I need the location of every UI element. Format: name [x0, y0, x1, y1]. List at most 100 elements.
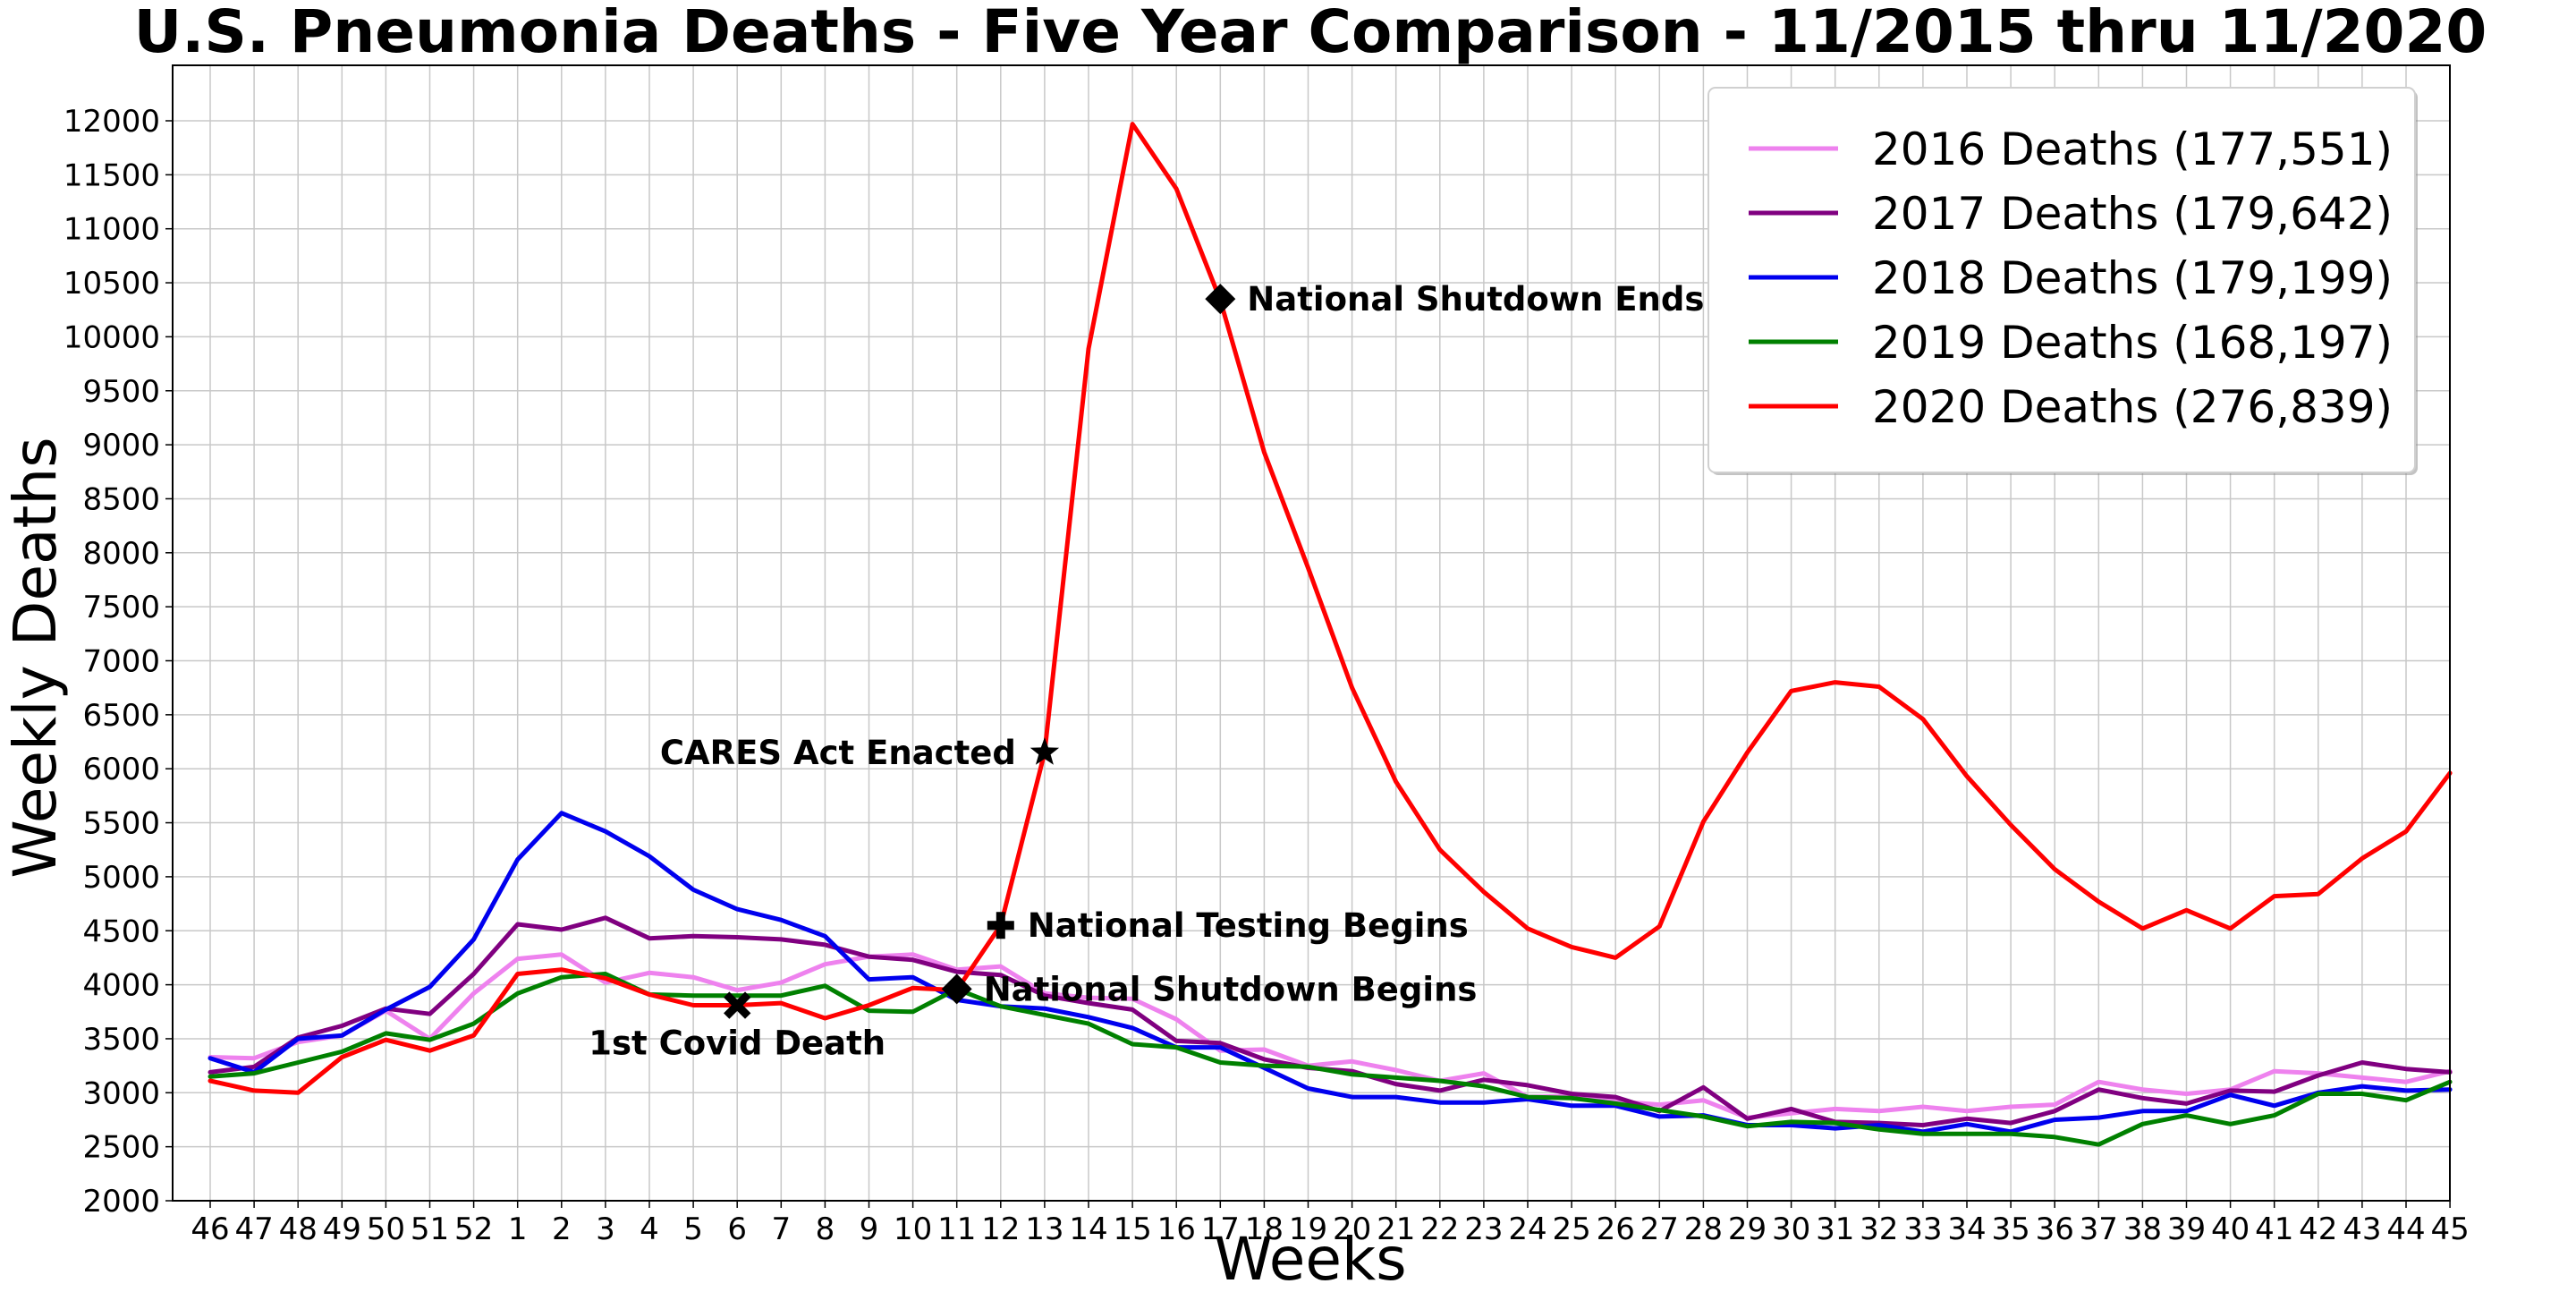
x-tick-label: 31	[1816, 1211, 1854, 1247]
y-tick-label: 5500	[82, 806, 160, 842]
x-tick-label: 18	[1245, 1211, 1284, 1247]
x-tick-label: 10	[894, 1211, 932, 1247]
x-tick-label: 34	[1947, 1211, 1986, 1247]
legend-label: 2019 Deaths (168,197)	[1872, 317, 2393, 369]
x-tick-label: 28	[1684, 1211, 1723, 1247]
axis-ticks: 46 47 48 49 50 51 52 1 2 3 4 5 6 7 8 9 10 11 12 13 14 15 16 17 1…	[64, 104, 2470, 1247]
legend: 2016 Deaths (177,551) 2017 Deaths (179,64…	[1707, 87, 2418, 475]
x-tick-label: 2	[552, 1211, 572, 1247]
legend-label: 2020 Deaths (276,839)	[1872, 381, 2393, 433]
x-tick-label: 3	[596, 1211, 615, 1247]
star-marker	[1030, 737, 1060, 765]
x-tick-label: 7	[771, 1211, 791, 1247]
x-tick-label: 9	[860, 1211, 879, 1247]
x-tick-label: 22	[1420, 1211, 1459, 1247]
y-tick-label: 3000	[82, 1075, 160, 1111]
x-tick-label: 44	[2386, 1211, 2425, 1247]
x-tick-label: 52	[454, 1211, 493, 1247]
x-tick-label: 40	[2211, 1211, 2250, 1247]
y-tick-label: 8000	[82, 536, 160, 572]
x-tick-label: 27	[1640, 1211, 1679, 1247]
x-tick-label: 39	[2167, 1211, 2206, 1247]
series-line-0	[208, 952, 2453, 1120]
annotation-1: CARES Act Enacted	[660, 734, 1060, 772]
x-tick-label: 25	[1552, 1211, 1590, 1247]
legend-box	[1707, 87, 2416, 473]
annotation-label: CARES Act Enacted	[660, 734, 1016, 772]
x-tick-label: 47	[234, 1211, 273, 1247]
x-tick-label: 32	[1860, 1211, 1898, 1247]
x-tick-label: 42	[2299, 1211, 2337, 1247]
x-tick-label: 8	[816, 1211, 835, 1247]
annotation-0: National Shutdown Ends	[1205, 280, 1704, 319]
diamond-marker	[941, 973, 972, 1005]
x-tick-label: 45	[2430, 1211, 2469, 1247]
x-tick-label: 43	[2343, 1211, 2381, 1247]
x-tick-label: 5	[683, 1211, 703, 1247]
x-tick-label: 4	[640, 1211, 659, 1247]
x-tick-label: 48	[279, 1211, 318, 1247]
y-tick-label: 11000	[64, 212, 160, 248]
y-tick-label: 11500	[64, 157, 160, 193]
annotation-label: National Shutdown Ends	[1247, 280, 1704, 319]
x-tick-label: 41	[2255, 1211, 2293, 1247]
plus-marker	[987, 912, 1014, 939]
x-marker	[724, 991, 751, 1019]
x-tick-label: 51	[411, 1211, 449, 1247]
x-tick-label: 38	[2123, 1211, 2162, 1247]
x-tick-label: 26	[1597, 1211, 1635, 1247]
annotation-4: 1st Covid Death	[589, 991, 886, 1063]
x-tick-label: 11	[937, 1211, 976, 1247]
x-tick-label: 1	[508, 1211, 528, 1247]
x-tick-label: 19	[1289, 1211, 1327, 1247]
x-tick-label: 14	[1069, 1211, 1107, 1247]
y-tick-label: 7500	[82, 590, 160, 625]
x-tick-label: 16	[1157, 1211, 1196, 1247]
y-tick-label: 10500	[64, 266, 160, 302]
x-tick-label: 37	[2080, 1211, 2118, 1247]
diamond-marker	[1205, 284, 1236, 315]
x-tick-label: 20	[1333, 1211, 1371, 1247]
x-tick-label: 17	[1201, 1211, 1240, 1247]
y-tick-label: 7000	[82, 644, 160, 680]
annotation-2: National Testing Begins	[987, 906, 1469, 945]
x-tick-label: 23	[1464, 1211, 1503, 1247]
legend-label: 2017 Deaths (179,642)	[1872, 188, 2393, 240]
legend-label: 2018 Deaths (179,199)	[1872, 252, 2393, 304]
x-tick-label: 49	[323, 1211, 361, 1247]
x-tick-label: 46	[191, 1211, 229, 1247]
y-tick-label: 3500	[82, 1022, 160, 1058]
x-tick-label: 6	[727, 1211, 747, 1247]
x-tick-label: 36	[2036, 1211, 2074, 1247]
annotation-3: National Shutdown Begins	[941, 970, 1478, 1008]
annotation-label: National Shutdown Begins	[984, 970, 1478, 1008]
y-tick-label: 2500	[82, 1130, 160, 1166]
y-tick-label: 5000	[82, 860, 160, 896]
x-axis-label: Weeks	[1214, 1225, 1406, 1288]
y-axis-label: Weekly Deaths	[1, 437, 70, 878]
x-tick-label: 15	[1113, 1211, 1151, 1247]
grid	[173, 65, 2451, 1202]
y-tick-label: 6500	[82, 698, 160, 734]
y-tick-label: 12000	[64, 104, 160, 140]
series-lines	[208, 122, 2453, 1147]
series-line-2	[208, 811, 2453, 1135]
y-tick-label: 4500	[82, 914, 160, 949]
x-tick-label: 33	[1903, 1211, 1942, 1247]
y-tick-label: 6000	[82, 752, 160, 787]
legend-label: 2016 Deaths (177,551)	[1872, 123, 2393, 175]
annotation-label: National Testing Begins	[1028, 906, 1469, 945]
y-tick-label: 10000	[64, 319, 160, 355]
x-tick-label: 21	[1377, 1211, 1415, 1247]
x-tick-label: 29	[1728, 1211, 1767, 1247]
y-tick-label: 9000	[82, 428, 160, 463]
annotations: National Shutdown Ends CARES Act Enacted N…	[589, 280, 1704, 1062]
x-tick-label: 30	[1772, 1211, 1810, 1247]
y-tick-label: 4000	[82, 968, 160, 1004]
plot-frame	[172, 64, 2451, 1202]
series-line-4	[208, 122, 2453, 1095]
y-tick-label: 2000	[82, 1184, 160, 1220]
x-tick-label: 50	[367, 1211, 405, 1247]
